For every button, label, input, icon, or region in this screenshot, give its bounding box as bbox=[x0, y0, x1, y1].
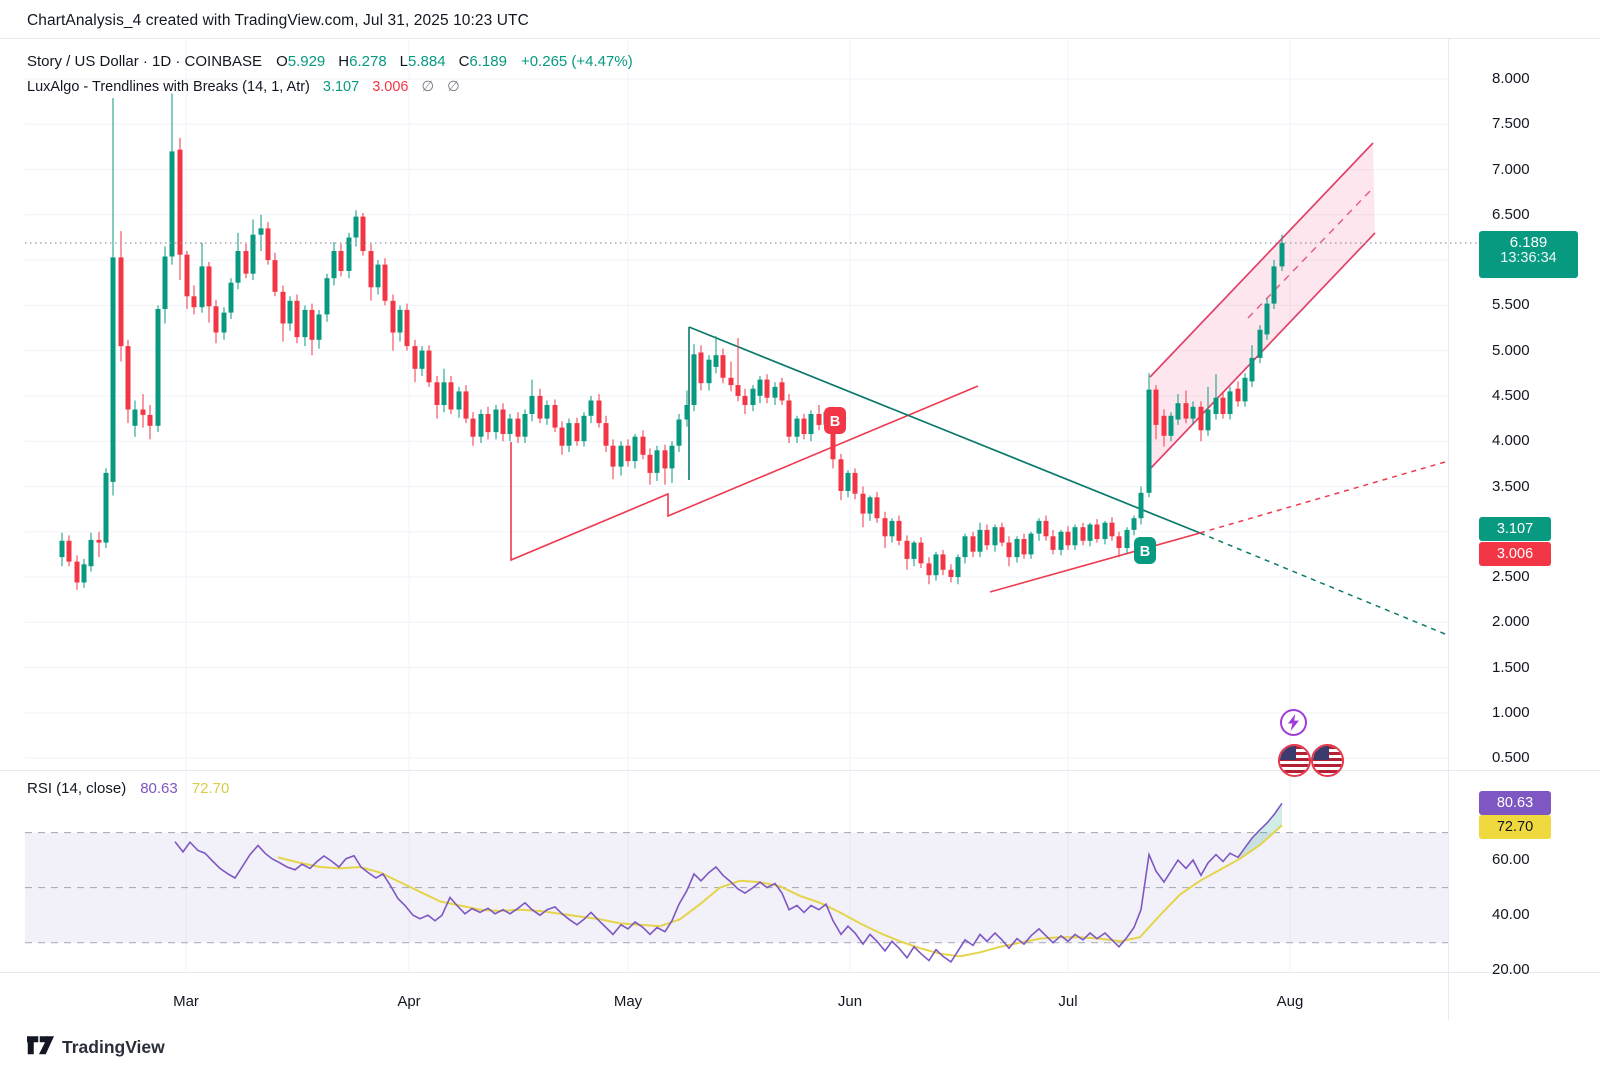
indicator-empty-icon: ∅ bbox=[421, 79, 435, 95]
price-axis-label: 4.000 bbox=[1492, 432, 1530, 450]
price-axis-label: 5.500 bbox=[1492, 296, 1530, 314]
rsi-axis-label: 40.00 bbox=[1492, 906, 1530, 924]
month-label: May bbox=[613, 993, 643, 1010]
indicator-upper-value: 3.107 bbox=[322, 79, 360, 95]
price-axis-label: 4.500 bbox=[1492, 386, 1530, 404]
ohlc-token: O5.929 bbox=[276, 53, 326, 70]
last-price-value: 6.189 bbox=[1509, 234, 1548, 251]
countdown-timer: 13:36:34 bbox=[1500, 250, 1557, 266]
trendline-lower-badge: 3.006 bbox=[1479, 542, 1551, 566]
tradingview-logo-icon bbox=[27, 1036, 54, 1055]
ohlc-token: H6.278 bbox=[338, 53, 387, 70]
ohlc-token: L5.884 bbox=[399, 53, 446, 70]
trendline-upper-badge: 3.107 bbox=[1479, 517, 1551, 541]
price-axis-label: 8.000 bbox=[1492, 70, 1530, 87]
month-label: Mar bbox=[173, 993, 199, 1010]
svg-text:B: B bbox=[830, 414, 840, 430]
rsi-ma-value-badge: 72.70 bbox=[1479, 815, 1551, 839]
rsi-value: 80.63 bbox=[140, 780, 178, 797]
symbol-legend: Story / US Dollar · 1D · COINBASE O5.929… bbox=[27, 53, 633, 70]
price-axis-label: 5.000 bbox=[1492, 341, 1530, 359]
indicator-title[interactable]: LuxAlgo - Trendlines with Breaks (14, 1,… bbox=[27, 79, 310, 95]
pane-separator[interactable] bbox=[0, 770, 1600, 771]
rsi-title[interactable]: RSI (14, close) bbox=[27, 780, 127, 797]
lightning-icon[interactable] bbox=[1280, 709, 1307, 736]
rsi-ma-value: 72.70 bbox=[191, 780, 230, 797]
price-axis-label: 2.500 bbox=[1492, 568, 1530, 585]
ohlc-token: C6.189 bbox=[458, 53, 507, 70]
rsi-axis-label: 20.00 bbox=[1492, 961, 1530, 979]
svg-text:B: B bbox=[1140, 544, 1150, 560]
price-change: +0.265 (+4.47%) bbox=[520, 53, 633, 70]
rsi-legend: RSI (14, close) 80.63 72.70 bbox=[27, 780, 229, 797]
tradingview-logo[interactable]: TradingView bbox=[27, 1036, 165, 1059]
price-axis-label: 1.000 bbox=[1492, 703, 1530, 721]
indicator-empty-icon: ∅ bbox=[447, 79, 460, 95]
tradingview-logo-text: TradingView bbox=[62, 1037, 165, 1057]
month-label: Apr bbox=[397, 993, 421, 1010]
indicator-lower-value: 3.006 bbox=[372, 79, 409, 95]
flag-canton bbox=[1280, 746, 1296, 760]
month-label: Aug bbox=[1276, 993, 1304, 1010]
us-flag-icon[interactable] bbox=[1278, 744, 1311, 777]
month-label: Jul bbox=[1058, 993, 1078, 1010]
price-axis-label: 0.500 bbox=[1492, 749, 1530, 767]
ohlc-values: O5.929 H6.278 L5.884 C6.189 bbox=[276, 53, 507, 70]
price-axis-label: 1.500 bbox=[1492, 658, 1530, 676]
symbol-title[interactable]: Story / US Dollar · 1D · COINBASE bbox=[27, 53, 263, 70]
rsi-axis-label: 60.00 bbox=[1492, 851, 1530, 869]
price-axis-label: 7.500 bbox=[1492, 115, 1530, 133]
header-separator bbox=[0, 38, 1600, 39]
month-label: Jun bbox=[837, 993, 863, 1010]
price-axis-separator bbox=[1448, 38, 1449, 1020]
rsi-value-badge: 80.63 bbox=[1479, 791, 1551, 815]
price-axis-label: 6.500 bbox=[1492, 205, 1530, 223]
price-axis-label: 2.000 bbox=[1492, 613, 1530, 631]
flag-canton bbox=[1313, 746, 1329, 760]
price-axis-label: 7.000 bbox=[1492, 160, 1530, 178]
us-flag-icon[interactable] bbox=[1311, 744, 1344, 777]
indicator-legend: LuxAlgo - Trendlines with Breaks (14, 1,… bbox=[27, 79, 460, 95]
time-axis-separator bbox=[0, 972, 1600, 973]
price-axis-label: 3.500 bbox=[1492, 477, 1530, 495]
last-price-badge: 6.189 13:36:34 bbox=[1479, 231, 1578, 278]
page-title: ChartAnalysis_4 created with TradingView… bbox=[27, 12, 529, 29]
